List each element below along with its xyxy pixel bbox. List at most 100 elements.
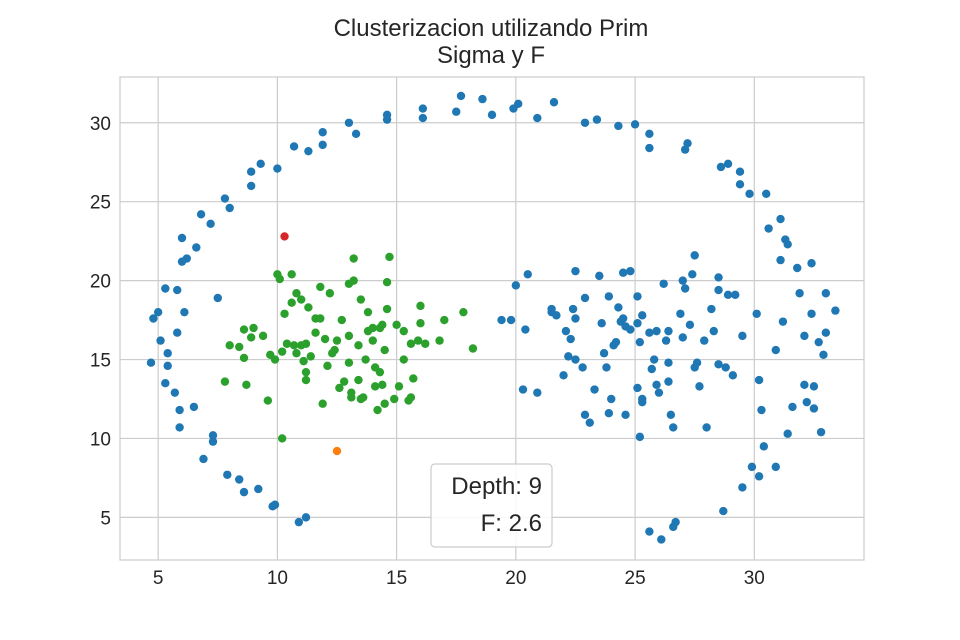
data-point-series-1 — [320, 334, 330, 344]
data-point-series-0 — [633, 319, 642, 328]
data-point-series-0 — [318, 128, 327, 137]
data-point-series-0 — [783, 240, 792, 249]
data-point-series-0 — [819, 350, 828, 360]
chart-subtitle: Sigma y F — [437, 42, 545, 69]
data-point-series-0 — [225, 203, 234, 213]
data-point-series-0 — [649, 355, 659, 364]
data-point-series-1 — [306, 352, 315, 361]
annotation-frame — [430, 463, 553, 548]
data-point-series-1 — [316, 314, 325, 323]
data-point-series-1 — [354, 341, 363, 350]
data-point-series-0 — [351, 129, 361, 139]
data-point-series-0 — [771, 345, 780, 355]
data-point-series-0 — [652, 326, 661, 336]
data-point-series-0 — [180, 307, 189, 317]
data-point-series-0 — [196, 210, 206, 219]
data-point-series-0 — [607, 394, 616, 404]
data-point-series-1 — [337, 315, 346, 325]
data-point-series-0 — [571, 314, 580, 323]
data-point-series-0 — [809, 404, 819, 413]
data-point-series-0 — [246, 167, 256, 176]
data-point-series-0 — [559, 371, 568, 380]
x-tick-label: 10 — [267, 568, 288, 589]
data-point-series-1 — [225, 341, 234, 350]
data-point-series-0 — [566, 334, 575, 344]
data-point-series-0 — [671, 517, 680, 527]
data-point-series-1 — [368, 323, 377, 333]
data-point-series-0 — [735, 167, 745, 176]
data-point-series-1 — [270, 355, 280, 364]
data-point-series-1 — [406, 393, 416, 402]
data-point-series-1 — [361, 355, 370, 364]
data-point-series-0 — [652, 380, 661, 389]
data-point-series-0 — [716, 162, 726, 172]
data-point-series-0 — [771, 462, 780, 472]
data-point-series-1 — [335, 383, 344, 393]
data-point-series-0 — [666, 410, 676, 419]
data-point-series-1 — [287, 298, 296, 307]
data-point-series-1 — [375, 323, 385, 333]
data-point-series-0 — [270, 500, 280, 509]
data-point-series-1 — [280, 309, 289, 318]
data-point-series-0 — [161, 379, 170, 388]
data-point-series-0 — [764, 224, 773, 233]
data-point-series-0 — [802, 397, 811, 407]
data-point-series-0 — [685, 320, 695, 330]
data-point-series-0 — [762, 189, 771, 199]
data-point-series-1 — [375, 367, 385, 377]
data-point-series-0 — [301, 513, 311, 522]
data-point-series-0 — [518, 385, 528, 394]
data-point-series-0 — [635, 337, 645, 347]
annotation-depth: Depth: 9 — [451, 473, 542, 500]
data-point-series-0 — [254, 484, 263, 494]
data-point-series-0 — [800, 331, 809, 341]
data-point-series-2 — [280, 232, 289, 241]
data-point-series-1 — [301, 375, 311, 385]
data-point-series-0 — [630, 120, 640, 129]
data-point-series-0 — [647, 364, 656, 374]
data-point-series-0 — [831, 306, 840, 315]
data-point-series-0 — [156, 336, 165, 345]
data-point-series-0 — [192, 243, 201, 252]
data-point-series-1 — [275, 274, 284, 284]
data-point-series-1 — [316, 282, 325, 292]
data-point-series-0 — [800, 380, 809, 389]
plot-frame — [119, 76, 865, 561]
data-point-series-0 — [721, 363, 730, 372]
data-point-series-0 — [597, 319, 606, 328]
data-point-series-0 — [153, 307, 163, 317]
data-point-series-0 — [580, 118, 590, 127]
data-point-series-0 — [418, 113, 428, 123]
data-point-series-0 — [702, 423, 711, 432]
data-point-series-0 — [723, 290, 733, 300]
data-point-series-0 — [523, 270, 532, 279]
data-point-series-1 — [332, 336, 342, 345]
data-point-series-0 — [595, 271, 604, 281]
y-axis-ticks: 5 10 15 20 25 30 — [90, 114, 111, 530]
data-point-series-0 — [654, 388, 664, 397]
y-tick-label: 30 — [90, 114, 111, 135]
data-point-series-0 — [676, 309, 685, 318]
data-point-series-0 — [692, 358, 702, 367]
data-point-series-0 — [146, 358, 156, 367]
data-point-series-0 — [294, 517, 304, 527]
data-point-series-0 — [776, 214, 785, 224]
data-point-series-0 — [177, 233, 187, 243]
data-point-series-1 — [235, 342, 244, 352]
data-point-series-0 — [728, 371, 738, 380]
data-point-series-1 — [416, 319, 425, 328]
data-point-series-0 — [289, 142, 299, 151]
data-point-series-0 — [738, 331, 747, 341]
data-point-series-0 — [635, 432, 645, 442]
data-point-series-1 — [380, 399, 389, 408]
data-point-series-0 — [738, 483, 747, 492]
data-point-series-1 — [287, 270, 296, 279]
data-point-series-1 — [297, 295, 306, 304]
data-point-series-0 — [206, 219, 215, 228]
data-point-series-0 — [614, 121, 623, 131]
data-point-series-0 — [220, 194, 230, 203]
data-point-series-0 — [678, 333, 687, 342]
data-point-series-0 — [418, 104, 428, 113]
data-point-series-0 — [182, 254, 191, 263]
data-point-series-0 — [571, 355, 580, 364]
